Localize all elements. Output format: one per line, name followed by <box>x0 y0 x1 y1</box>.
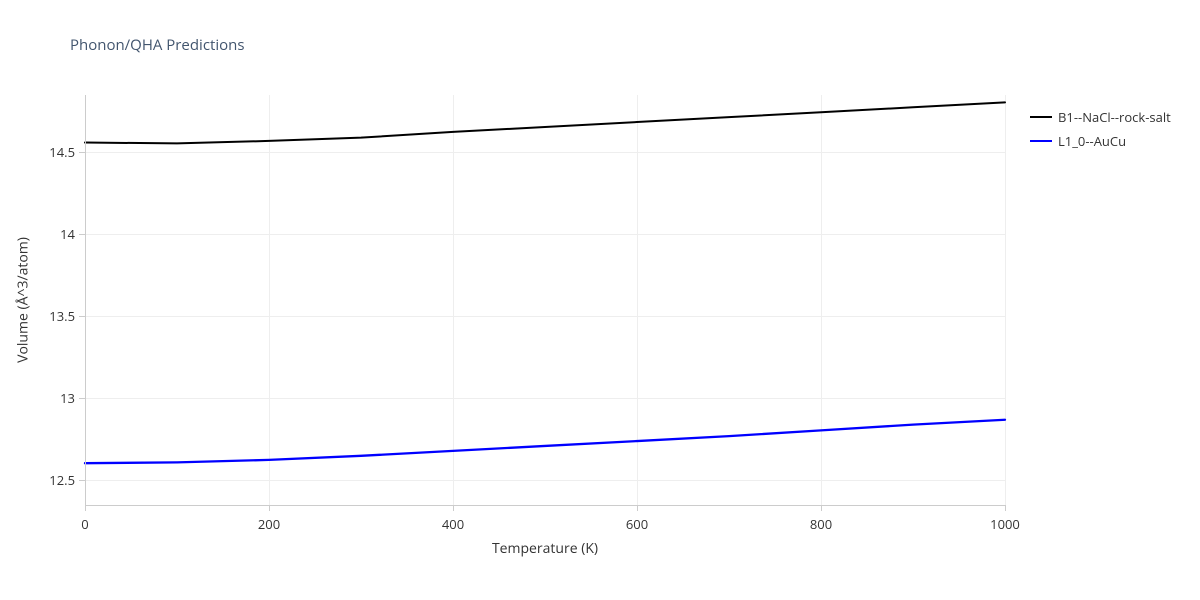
x-tick-label: 600 <box>626 515 648 533</box>
legend-swatch <box>1030 116 1052 119</box>
legend-item[interactable]: L1_0--AuCu <box>1030 132 1171 150</box>
series-line <box>85 102 1005 143</box>
chart-title: Phonon/QHA Predictions <box>70 35 245 55</box>
series-svg <box>85 95 1005 505</box>
x-tick-label: 0 <box>81 515 88 533</box>
x-axis-line <box>85 505 1005 506</box>
y-tick-label: 13.5 <box>45 307 75 325</box>
y-tick-label: 14.5 <box>45 143 75 161</box>
series-line <box>85 420 1005 463</box>
x-axis-title: Temperature (K) <box>492 539 598 558</box>
chart-container: Phonon/QHA Predictions Temperature (K) V… <box>0 0 1200 600</box>
x-tick-label: 800 <box>810 515 832 533</box>
y-axis-line <box>85 95 86 505</box>
legend: B1--NaCl--rock-salt L1_0--AuCu <box>1030 108 1171 156</box>
legend-label: L1_0--AuCu <box>1058 132 1126 150</box>
x-tick-label: 1000 <box>990 515 1020 533</box>
gridline-vertical <box>1005 95 1006 505</box>
y-tick-label: 14 <box>45 225 75 243</box>
plot-area <box>85 95 1005 505</box>
x-tick <box>1005 505 1006 511</box>
x-tick-label: 400 <box>442 515 464 533</box>
legend-label: B1--NaCl--rock-salt <box>1058 108 1171 126</box>
x-tick-label: 200 <box>258 515 280 533</box>
y-tick-label: 13 <box>45 389 75 407</box>
legend-swatch <box>1030 140 1052 143</box>
legend-item[interactable]: B1--NaCl--rock-salt <box>1030 108 1171 126</box>
y-tick-label: 12.5 <box>45 471 75 489</box>
y-axis-title: Volume (Å^3/atom) <box>14 237 33 363</box>
